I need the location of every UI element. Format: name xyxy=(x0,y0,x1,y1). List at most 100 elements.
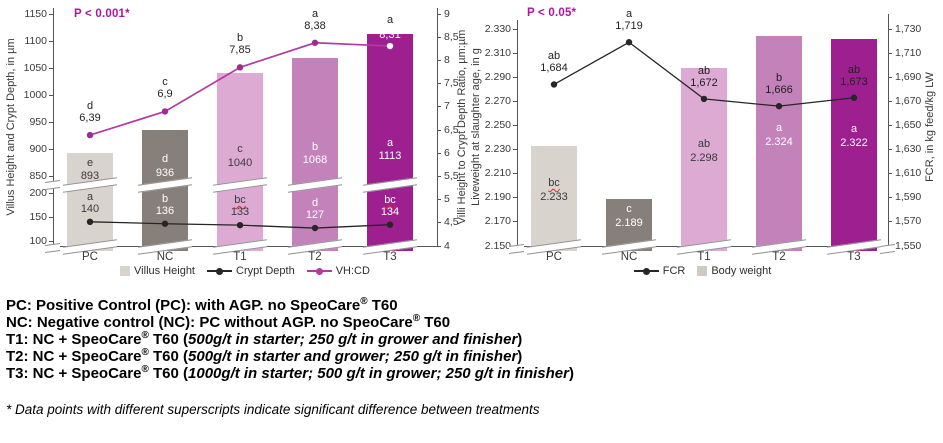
tick-mark xyxy=(888,76,892,78)
legend: FCR Body weight xyxy=(517,265,888,277)
point-value: 6,9 xyxy=(157,88,173,101)
tick-mark xyxy=(437,59,441,61)
bar-letter: a xyxy=(386,136,394,149)
tick-mark xyxy=(437,129,441,131)
tick-mark xyxy=(513,149,517,151)
point-letter: b xyxy=(161,192,169,205)
tick-mark xyxy=(49,13,53,15)
tick-mark xyxy=(513,28,517,30)
tick-mark xyxy=(888,149,892,151)
tick-mark xyxy=(513,52,517,54)
point-value: 7,85 xyxy=(229,44,251,57)
bar-value: 1068 xyxy=(302,154,328,167)
right-axis-label: FCR, in kg feed/kg LW xyxy=(924,72,936,182)
category-label: T1 xyxy=(697,251,711,263)
category-label: T1 xyxy=(233,251,247,263)
tick-mark xyxy=(437,199,441,201)
tick-label: 900 xyxy=(29,142,47,155)
point-letter: d xyxy=(311,197,319,210)
legend-line-swatch xyxy=(633,267,659,276)
category-label: PC xyxy=(546,251,562,263)
bar-PC xyxy=(531,145,577,251)
legend: Villus Height Crypt Depth VH:CD xyxy=(53,265,437,277)
data-point-marker xyxy=(625,39,633,46)
bar-value: 1113 xyxy=(378,150,402,163)
treatment-definition: PC: Positive Control (PC): with AGP. no … xyxy=(6,296,398,315)
tick-mark xyxy=(437,13,441,15)
legend-label: Villus Height xyxy=(134,265,195,277)
tick-mark xyxy=(437,245,441,247)
category-label: T3 xyxy=(383,251,397,263)
category-label: NC xyxy=(620,251,638,263)
point-letter: bc xyxy=(234,194,246,207)
data-point-marker xyxy=(236,64,244,71)
axis-line xyxy=(436,8,438,246)
bar-letter: b xyxy=(311,140,319,153)
treatment-definition: T2: NC + SpeoCare® T60 (500g/t in starte… xyxy=(6,347,523,366)
tick-mark xyxy=(49,175,53,177)
tick-label: 2.210 xyxy=(484,167,511,180)
point-value: 8,38 xyxy=(304,19,326,32)
tick-mark xyxy=(49,67,53,69)
point-value: 127 xyxy=(305,209,325,222)
point-letter: b xyxy=(236,32,244,45)
tick-label: 1,710 xyxy=(895,46,922,59)
tick-label: 1,690 xyxy=(895,70,922,83)
tick-mark xyxy=(513,173,517,175)
tick-mark xyxy=(513,100,517,102)
tick-label: 1,610 xyxy=(895,167,922,180)
left-axis-label: Liveweight at slaughter age, in g xyxy=(470,48,482,206)
tick-mark xyxy=(49,121,53,123)
tick-mark xyxy=(437,152,441,154)
tick-label: 950 xyxy=(29,115,47,128)
tick-label: 5,5 xyxy=(444,169,459,182)
axis-line xyxy=(516,20,518,252)
tick-label: 150 xyxy=(29,210,47,223)
point-value: 1,672 xyxy=(690,76,718,89)
tick-mark xyxy=(49,94,53,96)
tick-label: 6,5 xyxy=(444,123,459,136)
tick-label: 4 xyxy=(444,239,450,252)
tick-label: 1,590 xyxy=(895,191,922,204)
bar-value: 2.233 xyxy=(540,190,568,203)
category-label: T3 xyxy=(847,251,861,263)
bar-letter: d xyxy=(161,153,169,166)
tick-label: 1,550 xyxy=(895,239,922,252)
tick-mark xyxy=(888,52,892,54)
tick-mark xyxy=(888,28,892,30)
tick-label: 7,5 xyxy=(444,77,459,90)
tick-label: 1050 xyxy=(23,61,47,74)
point-letter: a xyxy=(625,8,633,21)
tick-label: 6 xyxy=(444,146,450,159)
point-value: 133 xyxy=(230,206,250,219)
legend-line-swatch xyxy=(207,267,232,276)
tick-label: 1,630 xyxy=(895,143,922,156)
point-letter: a xyxy=(311,7,319,20)
bar-PC xyxy=(67,152,113,251)
bar-value: 936 xyxy=(155,166,175,179)
point-value: 1,684 xyxy=(540,62,568,75)
tick-label: 1,670 xyxy=(895,94,922,107)
tick-mark xyxy=(437,106,441,108)
treatment-notes: PC: Positive Control (PC): with AGP. no … xyxy=(6,296,940,418)
point-letter: bc xyxy=(384,193,396,206)
tick-label: 2.310 xyxy=(484,46,511,59)
p-value-label: P < 0.001* xyxy=(74,8,130,20)
tick-mark xyxy=(888,100,892,102)
tick-label: 7 xyxy=(444,100,450,113)
legend-item: Crypt Depth xyxy=(207,265,295,277)
bar-value: 2.322 xyxy=(840,137,868,150)
tick-mark xyxy=(437,222,441,224)
tick-label: 1,650 xyxy=(895,118,922,131)
tick-label: 1000 xyxy=(23,88,47,101)
charts-area: P < 0.001* 1150 1100 1050 1000 950 900 850 200 15… xyxy=(5,7,936,277)
tick-mark xyxy=(49,148,53,150)
tick-label: 1,570 xyxy=(895,215,922,228)
point-value: 1,673 xyxy=(840,75,868,88)
legend-item: Body weight xyxy=(697,265,771,277)
legend-label: FCR xyxy=(662,265,686,277)
point-letter: a xyxy=(86,190,94,203)
tick-mark xyxy=(888,197,892,199)
bar-value: 1040 xyxy=(227,156,253,169)
